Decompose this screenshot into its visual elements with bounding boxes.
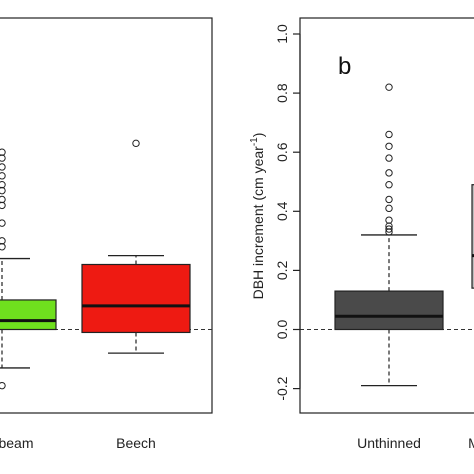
- panel-a-outlier-beam-4: [0, 195, 6, 204]
- panel-a-outlier-beam-9: [0, 154, 6, 162]
- panel-a-outlier-beam-0: [0, 243, 6, 251]
- panel-a-outlier-beam-6: [0, 181, 6, 189]
- y-axis-label-end: ): [250, 133, 266, 138]
- y-tick-label-4: 0.6: [274, 142, 290, 162]
- y-tick-label-0: -0.2: [274, 376, 290, 400]
- panel-a: beam Beech: [0, 17, 213, 451]
- panel-a-outlier-beam-2: [0, 219, 6, 227]
- panel-b-outlier-unthinned-8: [385, 154, 393, 162]
- panel-a-box-beam: [0, 299, 57, 331]
- panel-b-outlier-unthinned-10: [385, 130, 393, 139]
- panel-a-frame: [0, 17, 213, 414]
- panel-b-box-unthinned: [334, 290, 444, 331]
- y-tick-label-3: 0.4: [274, 201, 290, 221]
- panel-b-frame: [299, 17, 474, 414]
- panel-b-outlier-unthinned-9: [385, 142, 393, 150]
- panel-b-label: b: [338, 53, 351, 80]
- panel-a-outlier-beam-1: [0, 237, 6, 245]
- y-axis-label: DBH increment (cm year-1): [249, 133, 266, 300]
- panel-a-outlier-beam-8: [0, 163, 6, 171]
- y-tick-label-5: 0.8: [274, 83, 290, 103]
- panel-b-box-m: [471, 184, 474, 289]
- panel-b-outlier-unthinned-6: [385, 181, 393, 189]
- category-label-m: M: [468, 435, 474, 451]
- panel-b-outlier-unthinned-5: [385, 195, 393, 204]
- panel-a-outlier-beam-3: [0, 201, 6, 210]
- panel-b-outlier-unthinned-3: [385, 216, 393, 224]
- panel-a-outlier-beam-10: [0, 148, 6, 156]
- y-tick-label-1: 0.0: [274, 320, 290, 340]
- y-tick-label-2: 0.2: [274, 260, 290, 280]
- y-axis-label-main: DBH increment (cm year: [250, 146, 266, 300]
- panel-a-box-beech: [81, 263, 191, 334]
- panel-a-outlier-beam-5: [0, 186, 6, 195]
- panel-b-outlier-unthinned-7: [385, 169, 393, 177]
- category-label-beech: Beech: [116, 435, 156, 451]
- y-axis-label-superscript: -1: [249, 137, 260, 146]
- panel-b: -0.2 0.0 0.2 0.4 0.6 0.8 1.0 b DBH increment (…: [249, 17, 474, 451]
- panel-a-outlier-beam-7: [0, 172, 6, 180]
- panel-b-outlier-unthinned-1: [385, 225, 393, 233]
- y-tick-label-6: 1.0: [274, 24, 290, 44]
- panel-a-outlier-beam-11: [0, 381, 6, 390]
- category-label-beam: beam: [0, 435, 34, 451]
- category-label-unthinned: Unthinned: [357, 435, 421, 451]
- panel-a-outlier-beech-0: [132, 139, 140, 148]
- panel-b-outlier-unthinned-11: [385, 83, 393, 91]
- panel-b-outlier-unthinned-4: [385, 204, 393, 213]
